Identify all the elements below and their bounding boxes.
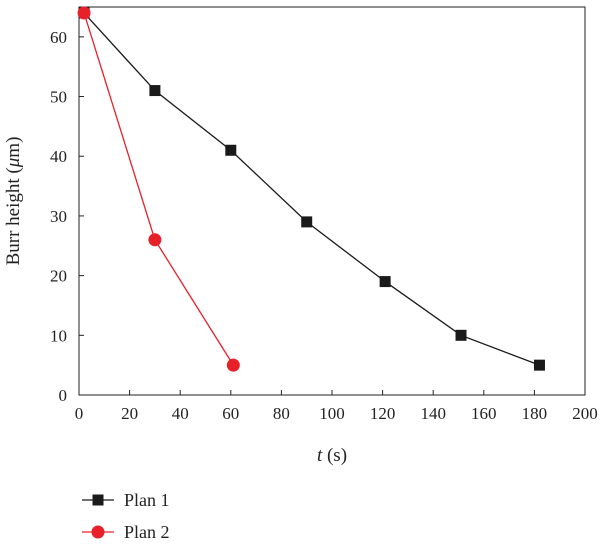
- data-point: [225, 144, 237, 156]
- data-point: [455, 329, 467, 341]
- y-tick-label: 40: [50, 147, 67, 166]
- y-axis-label: Burr height (μm): [3, 137, 24, 266]
- legend-item: Plan 2: [82, 522, 170, 542]
- series-2: [77, 6, 240, 372]
- legend-marker: [92, 494, 104, 506]
- legend-item: Plan 1: [82, 490, 170, 510]
- y-tick-label: 30: [50, 207, 67, 226]
- data-point: [149, 85, 161, 97]
- y-axis-label-prefix: Burr height (: [3, 167, 24, 265]
- y-tick-label: 0: [59, 386, 68, 405]
- x-tick-label: 60: [222, 404, 239, 423]
- y-tick-label: 20: [50, 267, 67, 286]
- x-axis-label-unit: (s): [322, 445, 347, 466]
- data-point: [148, 233, 162, 247]
- axes: 0 20 40 60 80 100 120 140 160 180 200 0 10 20 30 40 50 60: [50, 6, 598, 423]
- x-tick-label: 140: [420, 404, 446, 423]
- x-tick-label: 80: [273, 404, 290, 423]
- data-point: [226, 358, 240, 372]
- series-layer: [77, 6, 545, 372]
- y-axis-label-unit-mu: μ: [3, 158, 24, 169]
- plot-frame: [78, 6, 586, 396]
- data-point: [77, 6, 91, 20]
- x-tick-label: 100: [319, 404, 345, 423]
- data-point: [533, 359, 545, 371]
- legend-label: Plan 1: [124, 490, 170, 510]
- series-line: [83, 12, 234, 366]
- data-point: [379, 276, 391, 288]
- series-line: [83, 12, 540, 366]
- x-axis-label: t (s): [317, 445, 347, 466]
- x-tick-label: 120: [370, 404, 396, 423]
- legend-label: Plan 2: [124, 522, 170, 542]
- data-point: [301, 216, 313, 228]
- legend: Plan 1 Plan 2: [82, 490, 170, 542]
- x-tick-label: 180: [522, 404, 548, 423]
- x-tick-label: 0: [75, 404, 84, 423]
- x-axis-label-var: t: [317, 445, 323, 466]
- x-tick-label: 200: [572, 404, 598, 423]
- legend-marker: [91, 525, 105, 539]
- series-1: [78, 7, 545, 371]
- y-tick-label: 60: [50, 28, 67, 47]
- y-tick-label: 50: [50, 88, 67, 107]
- x-tick-label: 20: [121, 404, 138, 423]
- x-tick-label: 160: [471, 404, 497, 423]
- x-tick-label: 40: [172, 404, 189, 423]
- y-tick-label: 10: [50, 326, 67, 345]
- y-axis-label-suffix: m): [3, 137, 24, 158]
